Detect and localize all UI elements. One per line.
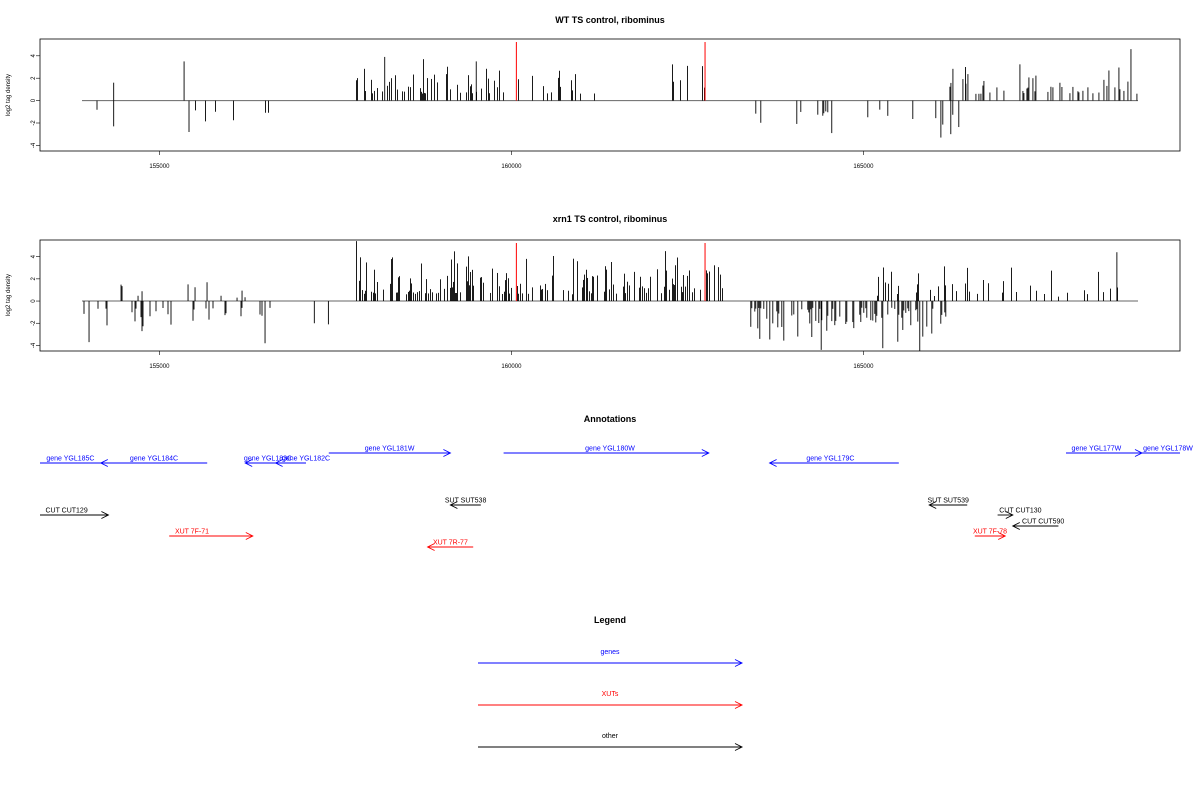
- annotation-label: XUT 7R-77: [433, 540, 468, 547]
- arrow-head: [99, 459, 109, 467]
- legend-title: Legend: [594, 615, 626, 625]
- arrow-head: [928, 501, 937, 509]
- legend-arrow-head: [734, 659, 744, 667]
- x-tick-label: 160000: [501, 364, 522, 370]
- annotation-label: gene YGL180W: [585, 446, 635, 453]
- legend-label: XUTs: [602, 691, 619, 698]
- annotation-label: gene YGL184C: [130, 456, 178, 463]
- legend: genes XUTs other: [478, 649, 744, 751]
- legend-arrow-head: [734, 743, 744, 751]
- arrow-head: [701, 449, 710, 457]
- legend-label: genes: [600, 649, 620, 656]
- y-tick-label: 4: [31, 53, 37, 57]
- plot-frame: [39, 38, 1181, 152]
- arrow-head: [768, 459, 777, 467]
- annotation-label: XUT 7F-71: [175, 529, 209, 536]
- arrow-head: [274, 459, 283, 467]
- x-tick-label: 155000: [149, 164, 170, 170]
- arrow-head: [101, 511, 110, 519]
- y-tick-label: 0: [31, 98, 37, 102]
- annotation-label: gene YGL177W: [1072, 446, 1122, 453]
- x-tick-label: 160000: [501, 164, 522, 170]
- annotation-label: gene YGL183C: [244, 456, 292, 463]
- panel1-plot: -4 -2 0 2 4 155000 160000 165000: [31, 38, 1181, 170]
- arrow-head: [426, 543, 435, 551]
- annotation-label: SUT SUT539: [927, 498, 969, 505]
- y-tick-label: -4: [31, 142, 37, 148]
- legend-label: other: [602, 733, 619, 740]
- annotation-label: SUT SUT538: [445, 498, 487, 505]
- panel2-plot: -4 -2 0 2 4 155000 160000 165000: [31, 239, 1181, 370]
- arrow-head: [244, 459, 253, 467]
- arrow-head: [245, 532, 254, 540]
- plot-frame: [39, 239, 1181, 352]
- arrow-head: [443, 449, 452, 457]
- annotation-label: gene YGL182C: [282, 456, 330, 463]
- legend-arrow-head: [734, 701, 744, 709]
- annotation-label: CUT CUT130: [999, 508, 1041, 515]
- y-tick-label: 2: [31, 277, 37, 281]
- y-tick-label: 0: [31, 299, 37, 303]
- annotation-label: CUT CUT129: [45, 508, 87, 515]
- panel2-ylabel: log2 tag density: [6, 274, 12, 316]
- arrow-head: [1011, 522, 1021, 530]
- arrow-head: [997, 532, 1007, 540]
- panel1-ylabel: log2 tag density: [6, 74, 12, 116]
- arrow-head: [449, 501, 458, 509]
- annotation-label: gene YGL185C: [46, 456, 94, 463]
- panel1-title: WT TS control, ribominus: [555, 15, 665, 25]
- annotation-tracks: gene YGL185C gene YGL184C gene YGL183Cgene…: [40, 446, 1193, 551]
- annotation-label: CUT CUT590: [1022, 519, 1064, 526]
- x-tick-label: 155000: [149, 364, 170, 370]
- arrow-head: [1005, 511, 1014, 519]
- y-tick-label: 2: [31, 76, 37, 80]
- panel2-title: xrn1 TS control, ribominus: [553, 214, 668, 224]
- annotation-label: gene YGL179C: [806, 456, 854, 463]
- x-tick-label: 165000: [853, 364, 874, 370]
- y-tick-label: -4: [31, 342, 37, 348]
- y-tick-label: 4: [31, 254, 37, 258]
- annotation-label: XUT 7F-78: [973, 529, 1007, 536]
- y-tick-label: -2: [31, 320, 37, 326]
- annotation-label: gene YGL181W: [365, 446, 415, 453]
- y-tick-label: -2: [31, 120, 37, 126]
- annotations-title: Annotations: [584, 414, 637, 424]
- annotation-label: gene YGL178W: [1143, 446, 1193, 453]
- x-tick-label: 165000: [853, 164, 874, 170]
